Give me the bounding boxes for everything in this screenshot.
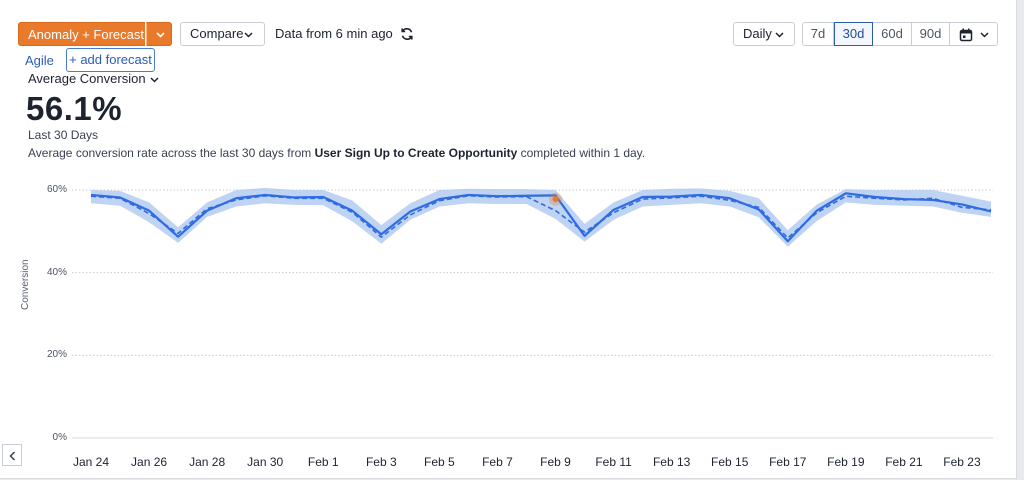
- forecast-band: [91, 187, 991, 247]
- collapse-panel-button[interactable]: [2, 444, 22, 466]
- x-tick-label: Feb 15: [711, 455, 749, 469]
- compare-dropdown[interactable]: Compare: [180, 22, 265, 46]
- description-prefix: Average conversion rate across the last …: [28, 146, 315, 160]
- date-range-selector: 7d 30d 60d 90d: [802, 22, 998, 46]
- range-label: 90d: [919, 26, 942, 41]
- range-7d-button[interactable]: 7d: [802, 22, 834, 46]
- interval-dropdown[interactable]: Daily: [733, 22, 795, 46]
- calendar-icon: [959, 28, 973, 42]
- x-tick-label: Feb 9: [540, 455, 571, 469]
- forecast-model-tab-agile[interactable]: Agile: [25, 53, 54, 68]
- y-tick-label: 0%: [52, 432, 67, 443]
- chevron-down-icon: [244, 32, 253, 38]
- x-tick-label: Jan 28: [189, 455, 226, 469]
- x-tick-label: Jan 26: [131, 455, 168, 469]
- x-tick-label: Feb 23: [943, 455, 981, 469]
- x-tick-label: Jan 24: [72, 455, 110, 469]
- y-tick-label: 20%: [46, 349, 67, 361]
- actual-series-line: [90, 192, 992, 243]
- funnel-name: User Sign Up to Create Opportunity: [314, 146, 518, 160]
- metric-name-label: Average Conversion: [28, 71, 146, 86]
- x-tick-label: Feb 1: [307, 455, 339, 469]
- x-tick-label: Feb 5: [424, 455, 455, 469]
- description-suffix: completed within 1 day.: [517, 146, 646, 160]
- x-tick-label: Feb 13: [652, 455, 691, 469]
- chevron-left-icon: [9, 451, 16, 461]
- anomaly-point: [552, 196, 559, 203]
- metric-period: Last 30 Days: [28, 128, 99, 142]
- range-label: 7d: [810, 26, 826, 41]
- range-60d-button[interactable]: 60d: [873, 22, 912, 46]
- x-tick-label: Feb 17: [769, 455, 807, 469]
- x-tick-label: Feb 19: [827, 455, 865, 469]
- x-tick-label: Feb 21: [885, 455, 923, 469]
- analysis-mode-label: Anomaly + Forecast: [28, 27, 144, 42]
- metric-description: Average conversion rate across the last …: [28, 146, 645, 160]
- range-30d-button[interactable]: 30d: [834, 22, 873, 46]
- y-tick-label: 40%: [46, 266, 67, 278]
- range-90d-button[interactable]: 90d: [912, 22, 950, 46]
- x-tick-label: Feb 3: [365, 455, 397, 469]
- x-tick-label: Feb 7: [482, 455, 513, 469]
- range-label: 60d: [881, 26, 903, 41]
- analysis-mode-button[interactable]: Anomaly + Forecast: [18, 22, 145, 46]
- custom-date-button[interactable]: [950, 22, 998, 46]
- y-tick-label: 60%: [46, 184, 67, 195]
- refresh-icon[interactable]: [399, 26, 415, 42]
- forecast-series-line: [90, 194, 992, 239]
- x-tick-label: Feb 11: [595, 455, 632, 469]
- metric-value: 56.1%: [26, 90, 123, 127]
- chevron-down-icon: [775, 32, 784, 38]
- chevron-down-icon: [980, 32, 989, 38]
- range-label: 30d: [842, 26, 865, 41]
- analysis-mode-dropdown-button[interactable]: [146, 22, 172, 46]
- chevron-down-icon: [156, 32, 165, 38]
- x-tick-label: Jan 30: [247, 455, 284, 469]
- add-forecast-button[interactable]: + add forecast: [66, 48, 155, 72]
- chevron-down-icon: [150, 77, 159, 83]
- metric-selector[interactable]: Average Conversion: [28, 71, 159, 87]
- interval-label: Daily: [743, 26, 772, 41]
- compare-label: Compare: [190, 26, 244, 41]
- data-freshness-text: Data from 6 min ago: [275, 26, 393, 41]
